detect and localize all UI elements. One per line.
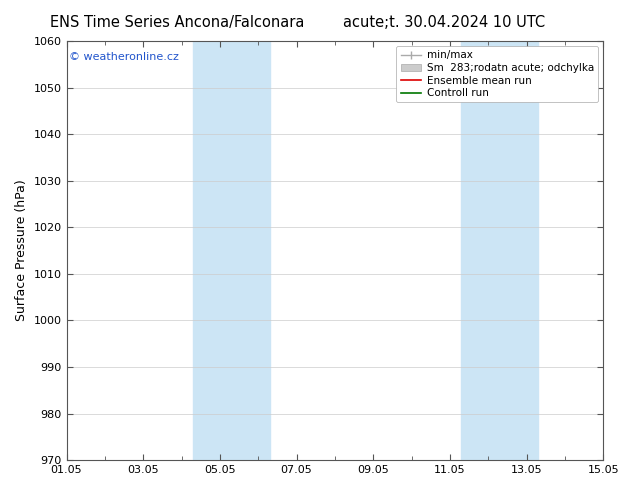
Text: acute;t. 30.04.2024 10 UTC: acute;t. 30.04.2024 10 UTC [343,15,545,30]
Y-axis label: Surface Pressure (hPa): Surface Pressure (hPa) [15,180,28,321]
Text: © weatheronline.cz: © weatheronline.cz [69,51,179,62]
Bar [193,41,269,460]
Bar [462,41,538,460]
Text: ENS Time Series Ancona/Falconara: ENS Time Series Ancona/Falconara [50,15,305,30]
Legend: min/max, Sm  283;rodatn acute; odchylka, Ensemble mean run, Controll run: min/max, Sm 283;rodatn acute; odchylka, … [396,46,598,102]
